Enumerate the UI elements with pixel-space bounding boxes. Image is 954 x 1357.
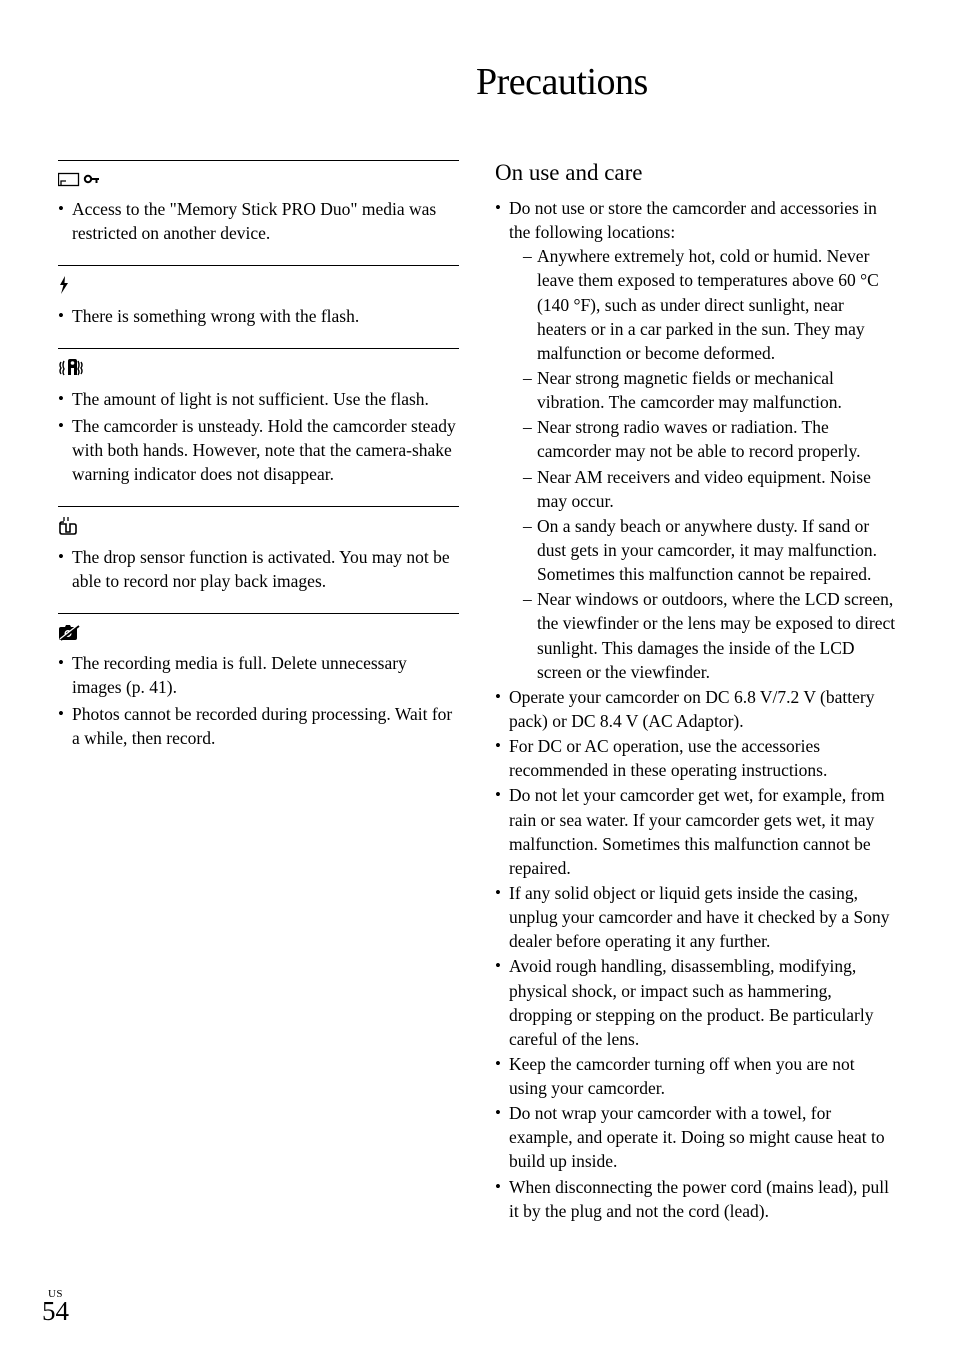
bullet-text: There is something wrong with the flash.: [58, 304, 459, 328]
bullet-text: Keep the camcorder turning off when you …: [495, 1052, 896, 1100]
memory-stick-lock-icon: [58, 171, 459, 187]
dash-text: Near strong radio waves or radiation. Th…: [523, 415, 896, 463]
dash-text: Anywhere extremely hot, cold or humid. N…: [523, 244, 896, 365]
section-flash-error: There is something wrong with the flash.: [58, 265, 459, 328]
section-drop-sensor: The drop sensor function is activated. Y…: [58, 506, 459, 593]
bullet-text: Photos cannot be recorded during process…: [58, 702, 459, 750]
page-title: Precautions: [476, 60, 896, 104]
subheading-on-use-and-care: On use and care: [495, 160, 896, 186]
bullet-text: For DC or AC operation, use the accessor…: [495, 734, 896, 782]
media-full-icon: [58, 624, 459, 641]
drop-sensor-icon: [58, 517, 459, 535]
page-number-value: 54: [42, 1296, 69, 1327]
bullet-text: Do not use or store the camcorder and ac…: [495, 196, 896, 684]
dash-text: Near strong magnetic fields or mechanica…: [523, 366, 896, 414]
content-columns: Access to the "Memory Stick PRO Duo" med…: [58, 160, 896, 1224]
bullet-text: The drop sensor function is activated. Y…: [58, 545, 459, 593]
section-shake-warning: The amount of light is not sufficient. U…: [58, 348, 459, 486]
bullet-text: Access to the "Memory Stick PRO Duo" med…: [58, 197, 459, 245]
bullet-text: Do not let your camcorder get wet, for e…: [495, 783, 896, 880]
dash-text: Near AM receivers and video equipment. N…: [523, 465, 896, 513]
bullet-text: The recording media is full. Delete unne…: [58, 651, 459, 699]
right-column: On use and care Do not use or store the …: [495, 160, 896, 1224]
section-media-full: The recording media is full. Delete unne…: [58, 613, 459, 750]
left-column: Access to the "Memory Stick PRO Duo" med…: [58, 160, 459, 1224]
bullet-text: The amount of light is not sufficient. U…: [58, 387, 459, 411]
bullet-text: The camcorder is unsteady. Hold the camc…: [58, 414, 459, 486]
flash-icon: [58, 276, 459, 294]
bullet-text: If any solid object or liquid gets insid…: [495, 881, 896, 953]
page-number: US 54: [42, 1288, 69, 1327]
bullet-text: Do not wrap your camcorder with a towel,…: [495, 1101, 896, 1173]
section-memory-stick: Access to the "Memory Stick PRO Duo" med…: [58, 160, 459, 245]
shake-warning-icon: [58, 359, 459, 377]
bullet-text: Avoid rough handling, disassembling, mod…: [495, 954, 896, 1051]
dash-text: Near windows or outdoors, where the LCD …: [523, 587, 896, 684]
bullet-lead: Do not use or store the camcorder and ac…: [509, 198, 877, 242]
bullet-text: Operate your camcorder on DC 6.8 V/7.2 V…: [495, 685, 896, 733]
bullet-text: When disconnecting the power cord (mains…: [495, 1175, 896, 1223]
dash-text: On a sandy beach or anywhere dusty. If s…: [523, 514, 896, 586]
